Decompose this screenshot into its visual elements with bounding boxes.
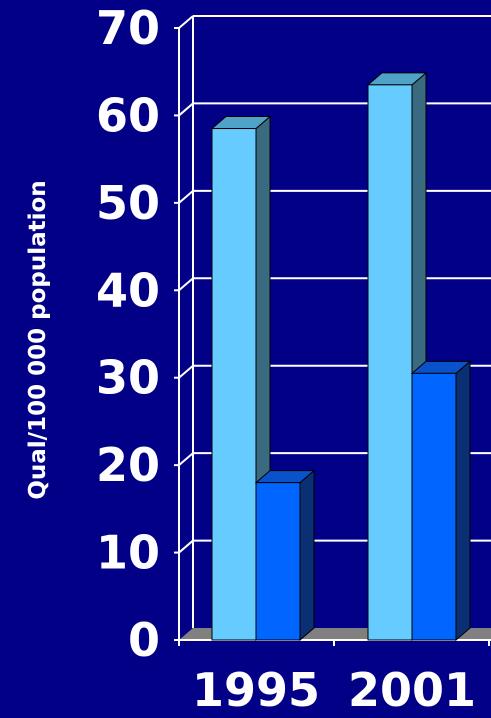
- gridline-side: [178, 364, 194, 379]
- gridline-side: [178, 539, 194, 554]
- x-tick-labels: 1995 2001: [192, 663, 476, 717]
- bar-side: [455, 360, 471, 642]
- gridline-side: [178, 452, 194, 466]
- y-tick-labels: 0 10 20 30 40 50 60 70: [96, 1, 160, 667]
- bar-2001-series-2: [410, 360, 472, 642]
- y-tick-label: 40: [96, 263, 160, 317]
- bar-1995-series-2: [254, 469, 316, 642]
- y-tick-label: 60: [96, 88, 160, 142]
- gridline-side: [178, 102, 194, 117]
- y-tick-label: 0: [128, 613, 160, 667]
- gridline-side: [178, 15, 194, 29]
- y-tick-label: 20: [96, 438, 160, 492]
- bar-front: [255, 482, 301, 641]
- bar-1995-series-1: [210, 115, 272, 642]
- y-tick-label: 30: [96, 351, 160, 405]
- bars: [210, 71, 472, 642]
- gridline-side: [178, 190, 194, 204]
- y-axis-label-container: Qual/100 000 population: [0, 0, 80, 714]
- x-tick-label: 1995: [192, 663, 320, 714]
- y-tick-label: 10: [96, 526, 160, 580]
- y-axis-label: Qual/100 000 population: [25, 180, 51, 500]
- x-tick-label: 2001: [348, 663, 476, 714]
- y-tick-label: 70: [96, 1, 160, 55]
- bar-front: [211, 128, 257, 641]
- bar-front: [367, 84, 413, 641]
- gridline-side: [178, 277, 194, 292]
- y-tick-label: 50: [96, 176, 160, 230]
- bar-front: [411, 372, 457, 641]
- bar-side: [299, 469, 315, 642]
